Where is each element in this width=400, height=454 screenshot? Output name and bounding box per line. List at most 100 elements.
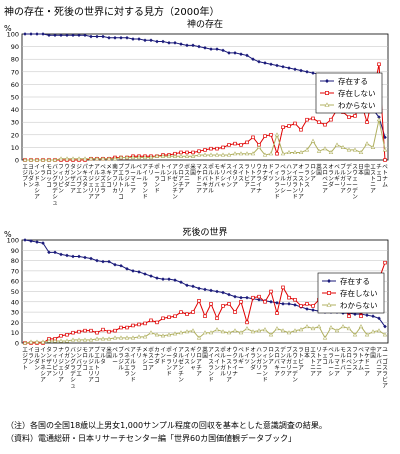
- category-label: リトアニア: [316, 348, 322, 378]
- category-label: バングラデシュ: [70, 347, 76, 390]
- data-point: [143, 272, 147, 276]
- category-label: スペイン: [226, 164, 232, 189]
- data-point: [220, 329, 226, 334]
- data-point: [347, 314, 351, 318]
- data-point: [53, 250, 57, 255]
- category-label: モロッコ: [82, 347, 88, 372]
- data-point: [353, 114, 357, 118]
- y-tick-label: 70: [11, 68, 19, 76]
- legend-label: 存在しない: [340, 288, 378, 298]
- data-point: [178, 330, 184, 335]
- data-point: [196, 152, 202, 157]
- data-point: [286, 330, 292, 335]
- data-point: [340, 324, 346, 329]
- category-label: ベトナム: [358, 347, 364, 372]
- data-point: [221, 145, 225, 150]
- category-label: アイスランド: [292, 164, 298, 201]
- data-point: [197, 44, 201, 49]
- category-label: チェコ: [376, 164, 382, 183]
- charts-canvas: 神の存在%0102030405060708090100エジプトヨルダンインドネシ…: [4, 18, 389, 390]
- data-point: [233, 294, 237, 299]
- data-point: [281, 125, 285, 129]
- data-point: [293, 303, 297, 307]
- category-label: エジプト: [22, 164, 28, 189]
- y-tick-label: 40: [11, 298, 19, 306]
- data-point: [119, 263, 123, 268]
- data-point: [251, 57, 255, 61]
- data-point: [124, 335, 130, 340]
- data-point: [244, 326, 250, 331]
- data-point: [245, 140, 249, 145]
- data-point: [298, 327, 304, 332]
- data-point: [100, 336, 106, 341]
- data-point: [77, 254, 81, 259]
- data-point: [227, 302, 231, 306]
- data-point: [269, 62, 273, 67]
- data-point: [377, 62, 381, 66]
- data-point: [29, 239, 33, 243]
- data-point: [238, 330, 244, 335]
- data-point: [311, 308, 315, 312]
- data-point: [65, 33, 69, 38]
- data-point: [251, 135, 255, 140]
- data-point: [40, 157, 46, 162]
- data-point: [173, 278, 177, 282]
- category-label: エストニア: [370, 164, 376, 195]
- data-point: [148, 330, 154, 335]
- data-point: [89, 256, 93, 261]
- category-label: プエルトリコ: [118, 164, 124, 201]
- data-point: [53, 33, 57, 38]
- data-point: [287, 302, 291, 306]
- data-point: [22, 157, 28, 162]
- data-point: [155, 39, 159, 44]
- data-point: [233, 51, 237, 55]
- data-point: [293, 297, 297, 302]
- data-point: [64, 338, 70, 343]
- data-point: [112, 335, 118, 340]
- data-point: [173, 41, 177, 45]
- data-point: [310, 326, 316, 331]
- category-label: アルジェリア: [94, 164, 100, 201]
- category-label: ラトビア: [244, 164, 250, 189]
- data-point: [352, 147, 358, 152]
- chart-2: 死後の世界%0102030405060708090100エジプトイランヨルダンイ…: [4, 226, 389, 390]
- data-point: [275, 63, 279, 68]
- data-point: [365, 313, 369, 317]
- data-point: [382, 332, 388, 337]
- data-point: [233, 141, 237, 146]
- data-point: [269, 289, 273, 294]
- y-tick-label: 30: [11, 119, 19, 127]
- data-point: [353, 312, 357, 316]
- category-label: トルコ: [160, 165, 166, 183]
- data-point: [383, 324, 387, 329]
- data-point: [119, 35, 123, 40]
- data-point: [245, 320, 249, 325]
- category-label: ポルトガル: [220, 346, 226, 378]
- data-point: [292, 150, 298, 155]
- category-label: スウェーデン: [352, 164, 358, 201]
- category-label: ルーマニア: [130, 165, 136, 195]
- data-point: [41, 241, 45, 245]
- category-label: ロシア: [310, 165, 316, 183]
- data-point: [130, 335, 136, 340]
- data-point: [311, 304, 315, 308]
- data-point: [40, 339, 46, 344]
- data-point: [196, 335, 202, 340]
- data-point: [71, 33, 75, 38]
- data-point: [275, 301, 279, 305]
- data-point: [47, 33, 51, 38]
- category-label: ベネズエラ: [100, 164, 106, 195]
- data-point: [41, 32, 45, 36]
- data-point: [94, 156, 100, 161]
- data-point: [257, 294, 261, 299]
- data-point: [172, 331, 178, 336]
- category-label: ペルー: [112, 347, 118, 366]
- data-point: [293, 67, 297, 72]
- data-point: [160, 153, 166, 158]
- data-point: [65, 253, 69, 258]
- data-point: [274, 132, 280, 137]
- data-point: [125, 267, 129, 271]
- data-point: [250, 151, 256, 156]
- data-point: [250, 329, 256, 334]
- data-point: [269, 133, 273, 137]
